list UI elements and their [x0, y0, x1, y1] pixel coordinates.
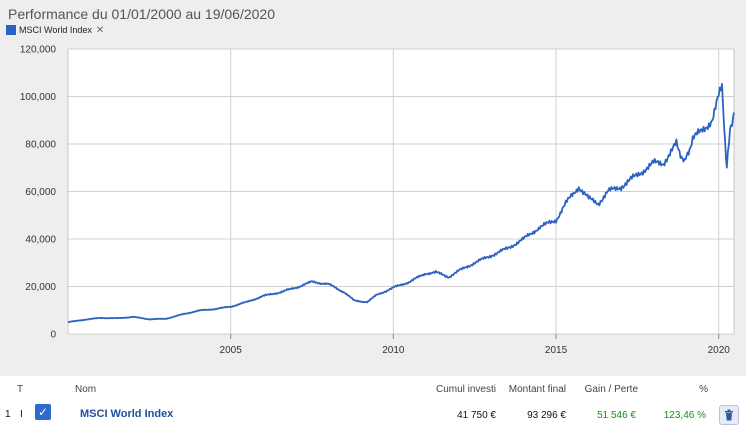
chart-panel: Performance du 01/01/2000 au 19/06/2020 …	[0, 0, 746, 376]
x-tick-label: 2020	[708, 345, 731, 356]
y-tick-label: 20,000	[25, 282, 56, 293]
page-title: Performance du 01/01/2000 au 19/06/2020	[8, 6, 275, 22]
row-checkbox[interactable]: ✓	[35, 404, 51, 420]
y-tick-label: 80,000	[25, 140, 56, 151]
performance-chart: 0 20,000 40,000 60,000 80,000 100,000 120,000 2…	[20, 45, 735, 356]
series-color-swatch	[6, 25, 16, 35]
x-tick-label: 2005	[220, 345, 243, 356]
row-type: I	[20, 409, 23, 420]
x-tick-label: 2015	[545, 345, 568, 356]
close-icon[interactable]: ✕	[95, 24, 105, 36]
y-tick-label: 120,000	[20, 45, 57, 56]
header-montant: Montant final	[508, 384, 566, 395]
cell-gain: 51 546 €	[597, 410, 636, 421]
cell-cumul: 41 750 €	[457, 410, 496, 421]
row-index: 1	[5, 409, 11, 420]
fund-link[interactable]: MSCI World Index	[80, 408, 174, 420]
series-line-msci-world-index	[67, 83, 735, 323]
x-tick-label: 2010	[382, 345, 405, 356]
header-cumul: Cumul investi	[435, 384, 496, 395]
cell-percent: 123,46 %	[663, 410, 706, 421]
cell-montant: 93 296 €	[527, 410, 566, 421]
trash-icon	[725, 409, 733, 421]
legend-label: MSCI World Index	[19, 25, 92, 35]
delete-button[interactable]	[719, 405, 739, 425]
y-tick-label: 40,000	[25, 235, 56, 246]
y-tick-label: 0	[50, 330, 56, 341]
y-tick-label: 100,000	[20, 92, 57, 103]
results-table: T Nom Cumul investi Montant final Gain /…	[0, 376, 746, 436]
header-type: T	[17, 384, 24, 395]
header-name: Nom	[75, 384, 97, 395]
header-percent: %	[699, 384, 708, 395]
y-tick-label: 60,000	[25, 187, 56, 198]
header-gain: Gain / Perte	[584, 384, 638, 395]
legend-chip[interactable]: MSCI World Index ✕	[6, 23, 104, 37]
